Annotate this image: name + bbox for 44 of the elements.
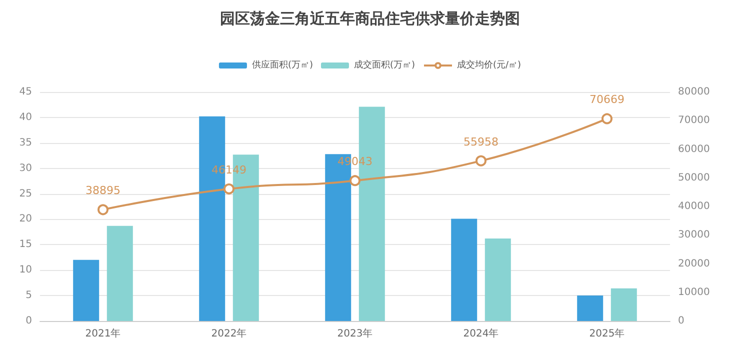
y2-tick-label: 0	[678, 316, 684, 326]
y2-tick-label: 80000	[678, 86, 710, 98]
y2-tick-label: 50000	[678, 172, 710, 184]
data-label: 55958	[464, 135, 498, 148]
point	[350, 175, 360, 186]
y-tick-label: 30	[19, 162, 32, 174]
point	[476, 155, 486, 166]
x-tick-label: 2025年	[589, 328, 625, 340]
bar	[484, 238, 511, 321]
x-tick-label: 2023年	[337, 328, 373, 340]
y-tick-label: 40	[19, 112, 32, 123]
point	[602, 113, 612, 124]
legend-label: 成交面积(万㎡)	[354, 60, 416, 70]
y-tick-label: 0	[26, 316, 32, 326]
y-tick-label: 25	[19, 188, 32, 200]
y-tick-label: 35	[19, 137, 32, 148]
legend-label: 成交均价(元/㎡)	[456, 60, 522, 70]
y2-tick-label: 10000	[678, 286, 710, 298]
legend-label: 供应面积(万㎡)	[252, 60, 313, 70]
y2-tick-label: 30000	[678, 230, 710, 241]
x-tick-label: 2021年	[85, 328, 121, 340]
bar	[577, 296, 604, 321]
y-tick-label: 15	[19, 239, 32, 250]
point	[98, 204, 108, 216]
y-tick-label: 45	[19, 86, 32, 98]
data-label: 49043	[338, 155, 372, 168]
bar	[73, 260, 100, 321]
bar	[106, 226, 133, 321]
data-label: 70669	[590, 93, 624, 106]
y2-tick-label: 60000	[678, 144, 710, 155]
y2-tick-label: 40000	[678, 201, 710, 212]
bar	[451, 218, 478, 321]
y2-tick-label: 70000	[678, 115, 710, 126]
data-label: 38895	[86, 184, 120, 198]
chart-title: 园区荡金三角近五年商品住宅供求量价走势图	[220, 10, 520, 28]
data-label: 46149	[212, 163, 246, 176]
y-tick-label: 10	[19, 264, 32, 276]
y2-tick-label: 20000	[678, 258, 710, 270]
y-tick-label: 5	[26, 290, 32, 302]
point	[224, 183, 234, 194]
bar	[610, 288, 637, 321]
x-tick-label: 2024年	[463, 328, 499, 340]
x-tick-label: 2022年	[211, 328, 247, 340]
y-tick-label: 20	[19, 214, 32, 225]
